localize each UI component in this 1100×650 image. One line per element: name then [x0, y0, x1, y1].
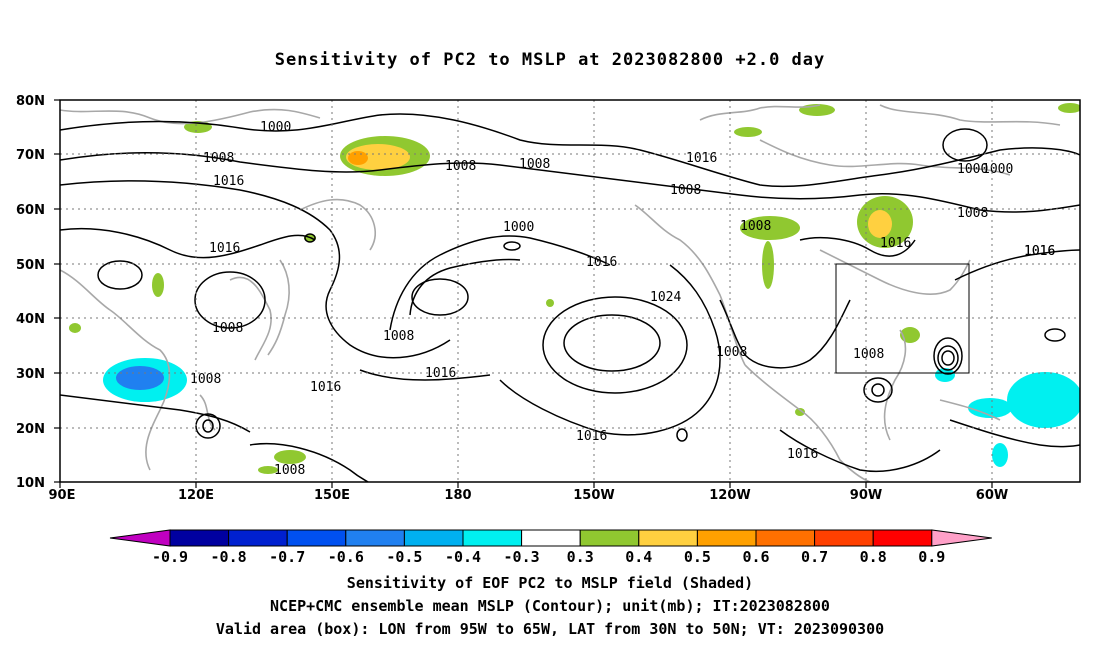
colorbar-swatch: [755, 529, 816, 547]
caption-contour: NCEP+CMC ensemble mean MSLP (Contour); u…: [270, 597, 830, 615]
lon-tick-label: 120W: [709, 488, 750, 503]
caption-valid-area: Valid area (box): LON from 95W to 65W, L…: [215, 620, 885, 638]
colorbar-label: -0.3: [504, 548, 540, 566]
lat-tick-label: 20N: [16, 422, 45, 437]
lon-axis: 90E 120E 150E 180 150W 120W 90W 60W: [49, 488, 1009, 503]
colorbar-label: 0.4: [625, 548, 652, 566]
contour-label: 1008: [190, 372, 221, 387]
lon-tick-label: 150W: [573, 488, 614, 503]
contour-label: 1008: [212, 321, 243, 336]
colorbar-label: -0.9: [152, 548, 188, 566]
colorbar-swatch: [462, 529, 523, 547]
contour-label: 1016: [1024, 244, 1055, 259]
contour-label: 1008: [853, 347, 884, 362]
colorbar-swatch: [403, 529, 464, 547]
lon-tick-label: 60W: [976, 488, 1008, 503]
lat-tick-label: 60N: [16, 203, 45, 218]
colorbar-label: -0.4: [445, 548, 481, 566]
contour-label: 1000: [503, 220, 534, 235]
graticule: [60, 100, 1080, 482]
axis-ticks: [54, 99, 993, 488]
colorbar-label: 0.8: [860, 548, 887, 566]
colorbar: [109, 529, 992, 547]
colorbar-label: 0.5: [684, 548, 711, 566]
lon-tick-label: 90W: [850, 488, 882, 503]
contour-label: 1000: [982, 162, 1013, 177]
map-frame: [59, 99, 1081, 483]
sensitivity-shading: [69, 103, 1080, 474]
contour-label: 1016: [686, 151, 717, 166]
colorbar-swatch: [872, 529, 933, 547]
colorbar-label: -0.5: [386, 548, 422, 566]
contour-label: 1008: [274, 463, 305, 478]
colorbar-swatch: [286, 529, 347, 547]
contour-label: 1008: [716, 345, 747, 360]
colorbar-label: 0.7: [801, 548, 828, 566]
contour-label: 1008: [519, 157, 550, 172]
colorbar-label: 0.6: [742, 548, 769, 566]
contour-label: 1016: [213, 174, 244, 189]
map-title: Sensitivity of PC2 to MSLP at 2023082800…: [274, 50, 826, 70]
colorbar-label: 0.9: [918, 548, 945, 566]
contour-label: 1008: [383, 329, 414, 344]
colorbar-labels: -0.9 -0.8 -0.7 -0.6 -0.5 -0.4 -0.3 0.3 0.4 0.5 0.6…: [152, 548, 945, 566]
mslp-contours: [60, 113, 1080, 482]
caption-shaded: Sensitivity of EOF PC2 to MSLP field (Sh…: [346, 574, 754, 592]
contour-label: 1008: [740, 219, 771, 234]
contour-label: 1016: [425, 366, 456, 381]
contour-label: 1016: [880, 236, 911, 251]
colorbar-arrow-right: [931, 529, 992, 547]
contour-label: 1008: [203, 151, 234, 166]
contour-labels: 1000 1008 1016 1008 1008 1016 1000 1016 …: [190, 120, 1055, 478]
lon-tick-label: 180: [444, 488, 471, 503]
contour-label: 1008: [445, 159, 476, 174]
lat-tick-label: 70N: [16, 148, 45, 163]
colorbar-swatch: [638, 529, 698, 547]
contour-label: 1000: [957, 162, 988, 177]
colorbar-arrow-left: [109, 529, 171, 547]
colorbar-swatch: [814, 529, 874, 547]
contour-label: 1016: [1024, 244, 1055, 259]
valid-area-box: [835, 263, 970, 374]
lat-axis: 80N 70N 60N 50N 40N 30N 20N 10N: [16, 94, 45, 491]
colorbar-label: 0.3: [567, 548, 594, 566]
lon-tick-label: 90E: [49, 488, 76, 503]
contour-label: 1024: [650, 290, 681, 305]
colorbar-swatch: [228, 529, 288, 547]
contour-label: 1008: [670, 183, 701, 198]
lat-tick-label: 30N: [16, 367, 45, 382]
colorbar-swatch: [521, 529, 581, 547]
colorbar-swatch: [169, 529, 230, 547]
colorbar-swatch: [696, 529, 757, 547]
lon-tick-label: 150E: [314, 488, 350, 503]
colorbar-swatch: [579, 529, 640, 547]
contour-label: 1008: [957, 206, 988, 221]
contour-label: 1016: [787, 447, 818, 462]
contour-label: 1016: [310, 380, 341, 395]
lon-tick-label: 120E: [178, 488, 214, 503]
colorbar-label: -0.7: [269, 548, 305, 566]
colorbar-swatch: [345, 529, 405, 547]
lat-tick-label: 50N: [16, 258, 45, 273]
contour-label: 1000: [260, 120, 291, 135]
contour-label: 1016: [209, 241, 240, 256]
contour-label: 1016: [576, 429, 607, 444]
lat-tick-label: 80N: [16, 94, 45, 109]
colorbar-label: -0.8: [211, 548, 247, 566]
contour-label: 1016: [586, 255, 617, 270]
colorbar-label: -0.6: [328, 548, 364, 566]
lat-tick-label: 40N: [16, 312, 45, 327]
lat-tick-label: 10N: [16, 476, 45, 491]
